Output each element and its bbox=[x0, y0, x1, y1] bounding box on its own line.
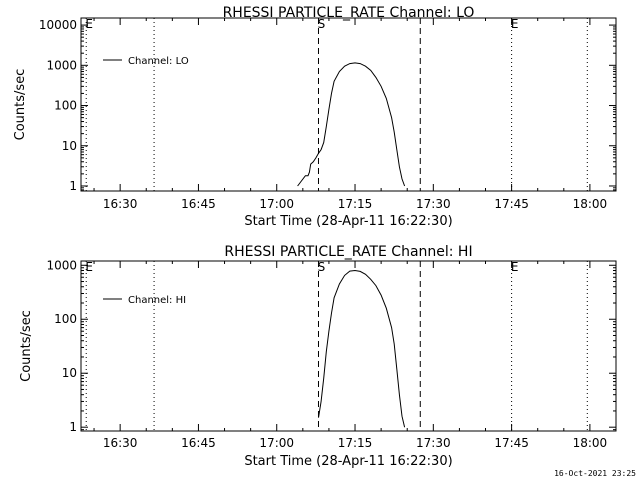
x-tick-label: 16:30 bbox=[103, 197, 138, 211]
x-tick-label: 16:45 bbox=[181, 436, 216, 450]
y-tick-label: 100 bbox=[54, 99, 77, 113]
x-axis-label: Start Time (28-Apr-11 16:22:30) bbox=[244, 214, 452, 229]
event-marker-label: E bbox=[511, 260, 519, 274]
plot-frame bbox=[80, 260, 617, 432]
x-tick-label: 18:00 bbox=[573, 197, 608, 211]
y-tick-label: 1 bbox=[69, 420, 77, 434]
event-marker-label: E bbox=[85, 17, 93, 31]
y-tick-label: 100 bbox=[54, 312, 77, 326]
x-tick-label: 17:00 bbox=[259, 197, 294, 211]
x-tick-label: 17:45 bbox=[494, 436, 529, 450]
y-tick-label: 10 bbox=[62, 366, 77, 380]
x-tick-label: 17:30 bbox=[416, 436, 451, 450]
y-tick-label: 10 bbox=[62, 139, 77, 153]
chart-title: RHESSI PARTICLE_RATE Channel: LO bbox=[223, 5, 475, 21]
y-tick-label: 10000 bbox=[39, 18, 77, 32]
x-tick-label: 17:00 bbox=[259, 436, 294, 450]
plot-panel-1: RHESSI PARTICLE_RATE Channel: LO 16:30 16:… bbox=[13, 5, 617, 229]
plot-timestamp: 16-Oct-2021 23:25 bbox=[554, 469, 636, 478]
x-tick-label: 17:45 bbox=[494, 197, 529, 211]
plot-frame bbox=[80, 17, 617, 192]
series-line bbox=[297, 62, 406, 187]
event-marker-label: E bbox=[85, 260, 93, 274]
event-marker-label: E bbox=[511, 17, 519, 31]
legend-label: Channel: HI bbox=[128, 295, 186, 306]
y-tick-label: 1000 bbox=[46, 258, 77, 272]
x-tick-label: 16:45 bbox=[181, 197, 216, 211]
event-marker-label: S bbox=[318, 260, 326, 274]
x-tick-label: 18:00 bbox=[573, 436, 608, 450]
series-line bbox=[318, 269, 406, 428]
plot-panel-2: RHESSI PARTICLE_RATE Channel: HI 16:30 16:… bbox=[19, 244, 617, 469]
x-tick-label: 16:30 bbox=[103, 436, 138, 450]
y-tick-label: 1 bbox=[69, 179, 77, 193]
event-marker-label: S bbox=[318, 17, 326, 31]
x-tick-label: 17:15 bbox=[338, 197, 373, 211]
y-axis-label: Counts/sec bbox=[19, 310, 34, 382]
chart-title: RHESSI PARTICLE_RATE Channel: HI bbox=[224, 244, 472, 260]
x-axis-label: Start Time (28-Apr-11 16:22:30) bbox=[244, 454, 452, 469]
y-axis-label: Counts/sec bbox=[13, 69, 28, 141]
legend-label: Channel: LO bbox=[128, 56, 189, 67]
x-tick-label: 17:30 bbox=[416, 197, 451, 211]
y-tick-label: 1000 bbox=[46, 58, 77, 72]
x-tick-label: 17:15 bbox=[338, 436, 373, 450]
